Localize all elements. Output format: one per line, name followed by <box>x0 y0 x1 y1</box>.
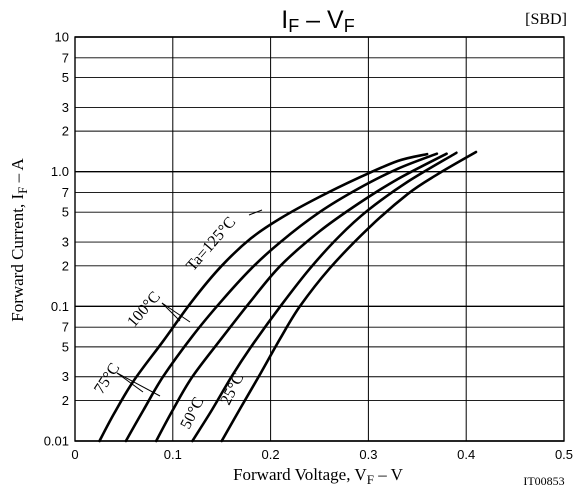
y-tick-label: 2 <box>62 124 69 139</box>
y-tick-label: 1.0 <box>51 164 69 179</box>
series-curve <box>191 151 458 443</box>
y-tick-label: 0.01 <box>44 434 69 449</box>
x-axis-title-main: Forward Voltage, V <box>233 465 367 484</box>
title-f-sub2: F <box>344 16 355 36</box>
label-75c: 75°C <box>91 360 123 397</box>
series-curve <box>124 152 439 443</box>
leader-75c-b <box>116 372 161 397</box>
y-tick-label: 5 <box>62 339 69 354</box>
y-axis-title-main: Forward Current, I <box>8 193 27 321</box>
y-tick-label: 10 <box>55 30 69 45</box>
x-tick-label: 0.3 <box>359 447 377 462</box>
series-curve <box>154 152 448 443</box>
y-axis-title-sub: F <box>15 187 30 194</box>
x-tick-labels: 0 0.1 0.2 0.3 0.4 0.5 <box>71 447 573 462</box>
title-dash-v: – V <box>299 6 344 34</box>
x-tick-label: 0.2 <box>262 447 280 462</box>
plot-frame <box>74 36 565 442</box>
title-i: I <box>281 6 288 34</box>
leader-100c-a <box>161 302 191 323</box>
title-f-sub: F <box>288 16 299 36</box>
grid <box>75 36 564 442</box>
leader-lines <box>116 209 263 397</box>
x-axis-title: Forward Voltage, VF – V <box>233 465 404 487</box>
y-tick-label: 7 <box>62 185 69 200</box>
x-tick-label: 0.1 <box>164 447 182 462</box>
x-tick-label: 0 <box>71 447 78 462</box>
leader-75c-a <box>116 372 144 393</box>
y-tick-label: 5 <box>62 205 69 220</box>
x-tick-label: 0.5 <box>555 447 573 462</box>
y-tick-label: 0.1 <box>51 299 69 314</box>
chart-tag: [SBD] <box>525 11 567 28</box>
leader-100c-b <box>161 302 181 322</box>
chart-title: IF – VF <box>281 6 354 36</box>
x-axis-title-unit: – V <box>374 465 404 484</box>
label-100c: 100°C <box>124 288 164 330</box>
y-axis-title-unit: – A <box>8 158 27 187</box>
y-tick-label: 3 <box>62 100 69 115</box>
y-tick-labels: 10 7 5 3 2 1.0 7 5 3 2 0.1 7 5 3 2 0.01 <box>44 30 69 449</box>
x-tick-label: 0.4 <box>457 447 475 462</box>
figure-code: IT00853 <box>523 474 564 488</box>
y-tick-label: 2 <box>62 258 69 273</box>
series-curve <box>220 150 478 443</box>
y-tick-label: 5 <box>62 70 69 85</box>
y-tick-label: 2 <box>62 393 69 408</box>
y-tick-label: 3 <box>62 369 69 384</box>
y-tick-label: 7 <box>62 320 69 335</box>
y-tick-label: 3 <box>62 235 69 250</box>
y-axis-title: Forward Current, IF – A <box>8 158 30 322</box>
y-tick-label: 7 <box>62 50 69 65</box>
x-axis-title-sub: F <box>367 472 374 487</box>
leader-125c <box>248 209 263 216</box>
